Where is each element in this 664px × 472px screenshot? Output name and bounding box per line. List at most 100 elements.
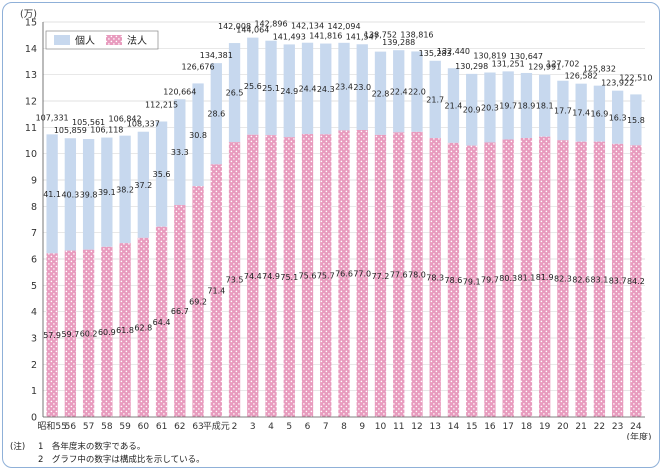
bar-segment-hojin [265,135,277,418]
share-label-hojin: 84.2 [627,277,645,286]
total-label: 108,337 [127,120,160,129]
bar-segment-hojin [411,131,423,417]
total-label: 127,702 [546,60,579,69]
share-label-hojin: 77.0 [353,269,371,278]
share-label-hojin: 79.7 [481,276,499,285]
bar-segment-kojin [46,134,58,254]
y-tick-label: 10 [25,149,37,160]
share-label-hojin: 69.2 [189,298,207,307]
x-tick-label: 2 [232,422,238,432]
bar-segment-kojin [575,83,587,142]
bar-segment-kojin [228,43,241,143]
y-tick-label: 12 [25,97,37,108]
bar-segment-hojin [320,134,332,417]
share-label-kojin: 22.8 [372,89,390,98]
x-tick-label: 4 [268,422,274,432]
x-tick-label: 17 [502,422,513,432]
y-tick-label: 9 [31,176,37,187]
share-label-hojin: 62.8 [134,323,152,332]
bar-segment-kojin [411,51,423,132]
bar-segment-hojin [520,137,533,418]
bar-segment-kojin [447,68,460,143]
total-label: 134,381 [200,51,233,60]
bar-segment-kojin [210,63,222,165]
share-label-hojin: 77.6 [390,271,408,280]
total-label: 135,283 [419,49,452,58]
total-label: 138,752 [364,31,397,40]
total-label: 138,816 [400,30,433,39]
bar-segment-kojin [593,85,606,142]
share-label-hojin: 66.7 [171,307,189,316]
total-label: 125,832 [583,65,616,74]
x-tick-label: 13 [429,422,440,432]
total-label: 130,819 [473,52,506,61]
share-label-hojin: 60.9 [98,328,116,337]
bar-segment-hojin [101,246,113,417]
total-label: 122,510 [619,73,652,82]
legend-swatch-hojin [106,35,122,45]
bar-segment-hojin [539,136,551,417]
bars [46,37,642,418]
bar-segment-hojin [338,130,350,418]
share-label-hojin: 83.1 [590,275,608,284]
bar-segment-hojin [356,129,368,417]
bar-segment-hojin [174,205,186,417]
share-label-hojin: 59.7 [61,330,79,339]
bar-segment-hojin [502,139,514,418]
share-label-kojin: 21.7 [426,95,444,104]
x-tick-label: 9 [359,422,365,432]
y-tick-label: 3 [31,334,37,345]
y-tick-label: 2 [31,360,37,371]
y-tick-label: 5 [31,281,37,292]
bar-segment-kojin [320,43,332,135]
total-label: 126,676 [182,62,215,71]
y-tick-label: 13 [25,70,37,81]
share-label-hojin: 60.2 [80,329,98,338]
legend-label-hojin: 法人 [127,34,147,47]
bar-segment-kojin [466,73,478,146]
y-tick-label: 11 [25,123,37,134]
y-tick-label: 15 [25,18,37,29]
bar-segment-hojin [484,142,496,417]
bar-segment-hojin [82,249,95,417]
share-label-hojin: 64.4 [153,318,171,327]
x-tick-label: 昭和55 [37,421,66,432]
x-tick-label: 10 [375,422,387,432]
share-label-hojin: 74.9 [262,272,280,281]
share-label-hojin: 57.9 [43,331,61,340]
x-tick-label: 60 [138,422,150,432]
total-label: 130,298 [455,62,488,71]
total-label: 105,859 [54,126,87,135]
total-label: 141,816 [309,32,342,41]
bar-segment-kojin [247,37,259,135]
bar-segment-kojin [265,40,277,136]
bar-segment-kojin [539,74,551,137]
total-label: 141,547 [346,32,379,41]
total-label: 107,331 [36,113,69,122]
x-tick-label: 59 [119,422,131,432]
bar-segment-hojin [247,134,259,417]
share-label-hojin: 79.1 [463,277,481,286]
x-tick-label: 23 [612,422,623,432]
bar-segment-hojin [374,134,387,417]
total-label: 142,094 [327,22,360,31]
share-label-kojin: 22.4 [390,87,408,96]
share-label-kojin: 19.7 [499,101,517,110]
share-label-kojin: 39.8 [80,190,98,199]
bar-segment-hojin [228,142,241,418]
share-label-hojin: 75.7 [317,272,335,281]
bar-segment-kojin [356,44,368,130]
x-tick-label: 57 [83,422,94,432]
share-label-hojin: 83.7 [609,276,627,285]
share-label-kojin: 25.1 [262,84,280,93]
share-label-kojin: 40.3 [61,190,79,199]
x-tick-label: 11 [393,422,404,432]
share-label-hojin: 76.6 [335,270,353,279]
share-label-hojin: 78.6 [445,276,463,285]
share-label-kojin: 18.9 [518,101,536,110]
share-label-hojin: 81.1 [518,273,536,282]
total-label: 131,251 [492,59,525,68]
share-label-kojin: 25.6 [244,82,262,91]
bar-segment-kojin [374,51,387,135]
